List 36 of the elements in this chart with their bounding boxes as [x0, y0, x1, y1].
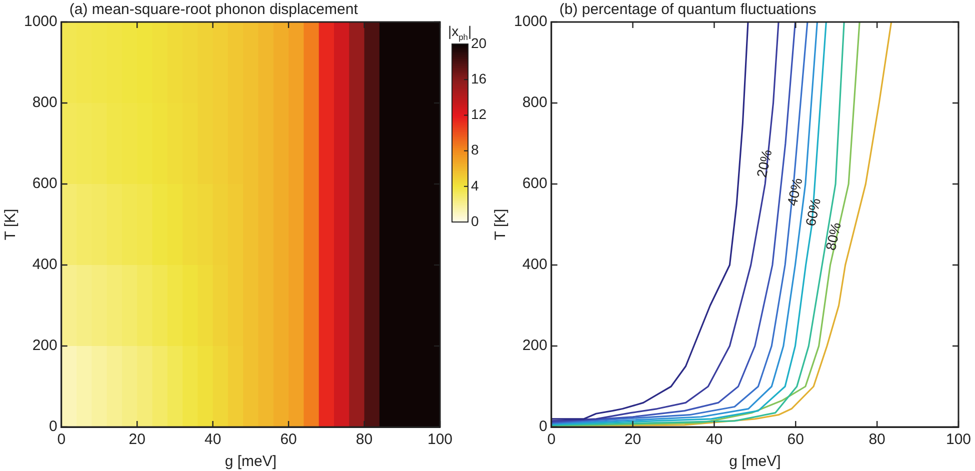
x-tick-label: 60	[280, 431, 297, 448]
y-tick-label: 600	[32, 175, 58, 192]
y-tick-label: 0	[49, 418, 58, 436]
y-tick-label: 400	[32, 256, 58, 274]
chart-title: (b) percentage of quantum fluctuations	[559, 1, 816, 18]
y-tick-label: 1000	[24, 13, 58, 30]
x-tick-label: 80	[868, 431, 886, 448]
color-bar-label: 12	[471, 106, 487, 122]
y-tick-label: 800	[32, 94, 58, 112]
color-bar-label: 20	[471, 34, 487, 51]
x-tick-label: 60	[787, 431, 804, 448]
x-tick-label: 100	[427, 431, 453, 448]
x-tick-label: 40	[706, 431, 723, 448]
color-bar-label: 0	[471, 212, 479, 229]
x-tick-label: 100	[946, 431, 971, 448]
y-tick-label: 0	[539, 418, 548, 436]
y-tick-label: 400	[522, 256, 548, 274]
x-axis-title: g [meV]	[729, 453, 781, 470]
chart-title: (a) mean-square-root phonon displacement	[69, 1, 359, 18]
y-tick-label: 800	[522, 94, 548, 112]
x-tick-label: 80	[356, 431, 373, 448]
y-axis-title: T [K]	[492, 208, 510, 240]
x-axis-title: g [meV]	[224, 453, 277, 470]
y-tick-label: 200	[522, 337, 548, 354]
color-bar-label: 4	[471, 177, 479, 194]
x-tick-label: 20	[624, 431, 642, 448]
x-tick-label: 40	[204, 431, 222, 448]
color-bar-label: 16	[471, 70, 487, 86]
y-tick-label: 200	[32, 337, 58, 354]
y-tick-label: 600	[522, 175, 548, 192]
annotation: 20%	[753, 148, 775, 179]
annotation: 80%	[822, 221, 844, 252]
x-tick-label: 20	[128, 431, 146, 448]
y-tick-label: 1000	[514, 13, 548, 30]
color-bar-label: 8	[471, 142, 479, 158]
y-axis-title: T [K]	[2, 208, 20, 240]
